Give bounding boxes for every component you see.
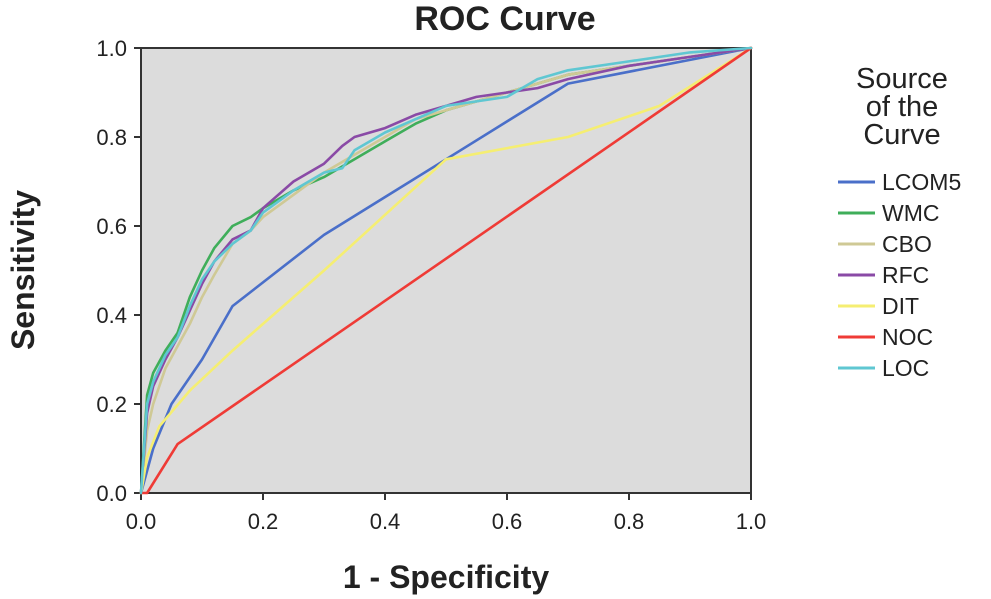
- chart-title: ROC Curve: [414, 0, 595, 38]
- plot-area: [140, 47, 752, 494]
- series-line-lcom5: [139, 46, 753, 495]
- y-tick-label: 0.2: [96, 392, 127, 417]
- series-line-noc: [139, 46, 753, 495]
- legend-title-line: Source: [856, 63, 948, 95]
- legend-label-dit: DIT: [882, 293, 919, 319]
- axis-ticks: 0.0 0.2 0.4 0.6 0.8 1.0 0.0 0.2 0.4 0.6 0.8 1.0: [96, 36, 766, 534]
- legend-title-line: Curve: [863, 119, 940, 151]
- series-line-cbo: [139, 46, 753, 495]
- y-axis-label: Sensitivity: [5, 190, 41, 350]
- legend-label-rfc: RFC: [882, 262, 929, 288]
- legend-title-line: of the: [866, 91, 939, 123]
- x-tick-label: 1.0: [736, 509, 767, 534]
- x-tick-label: 0.8: [614, 509, 645, 534]
- x-tick-label: 0.0: [126, 509, 157, 534]
- legend-label-loc: LOC: [882, 355, 929, 381]
- y-tick-label: 0.4: [96, 303, 127, 328]
- series-line-loc: [139, 46, 753, 495]
- y-tick-label: 0.0: [96, 481, 127, 506]
- y-tick-label: 1.0: [96, 36, 127, 61]
- y-tick-label: 0.8: [96, 125, 127, 150]
- legend-label-wmc: WMC: [882, 200, 939, 226]
- legend-label-noc: NOC: [882, 324, 933, 350]
- series-line-dit: [139, 46, 753, 495]
- x-tick-label: 0.2: [248, 509, 279, 534]
- x-axis-label: 1 - Specificity: [343, 559, 550, 595]
- series-lines: [139, 46, 753, 495]
- x-tick-label: 0.6: [492, 509, 523, 534]
- legend-label-lcom5: LCOM5: [882, 169, 961, 195]
- y-tick-label: 0.6: [96, 214, 127, 239]
- x-tick-label: 0.4: [370, 509, 401, 534]
- legend-label-cbo: CBO: [882, 231, 932, 257]
